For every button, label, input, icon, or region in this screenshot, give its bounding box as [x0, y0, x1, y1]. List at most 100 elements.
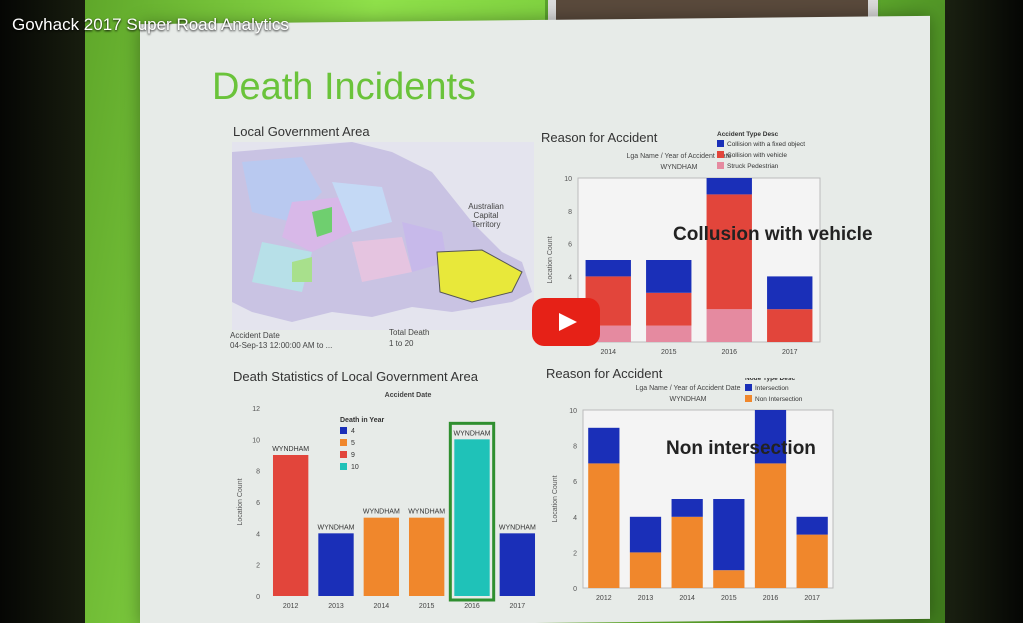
y-tick-label: 4	[256, 531, 260, 538]
legend-swatch	[340, 463, 347, 470]
x-tick-label: 2015	[721, 595, 737, 602]
x-tick-label: 2014	[679, 595, 695, 602]
bar-label: WYNDHAM	[499, 524, 536, 531]
right-dark-edge	[938, 0, 1023, 623]
bar-segment	[796, 516, 828, 535]
legend-label: 5	[351, 440, 355, 447]
x-tick-label: 2013	[638, 595, 654, 602]
collusion-overlay-label: Collusion with vehicle	[673, 224, 873, 245]
y-axis-label: Location Count	[552, 475, 559, 522]
bar-segment	[646, 325, 692, 342]
group-label: WYNDHAM	[661, 164, 698, 171]
y-tick-label: 6	[568, 242, 572, 249]
x-tick-label: 2013	[328, 603, 344, 610]
x-tick-label: 2012	[596, 595, 612, 602]
bar-label: WYNDHAM	[363, 509, 400, 516]
bar-segment	[796, 534, 828, 588]
accident-date-value: 04-Sep-13 12:00:00 AM to ...	[230, 341, 333, 350]
bar	[318, 533, 354, 596]
y-tick-label: 10	[564, 176, 572, 183]
bar	[363, 517, 400, 596]
chart3-title: Reason for Accident	[546, 366, 663, 381]
x-tick-label: 2017	[804, 595, 820, 602]
chart-subtitle: Accident Date	[385, 392, 432, 399]
chart1-title: Reason for Accident	[541, 130, 658, 145]
bar-segment	[706, 178, 752, 195]
legend-swatch	[717, 151, 724, 158]
chart-subtitle: Lga Name / Year of Accident Date	[626, 153, 731, 160]
y-tick-label: 4	[568, 274, 572, 281]
bar-segment	[713, 570, 745, 588]
play-button[interactable]	[532, 298, 600, 346]
x-tick-label: 2015	[661, 349, 677, 356]
bar-segment	[588, 463, 620, 588]
y-tick-label: 2	[573, 550, 577, 557]
x-tick-label: 2015	[419, 603, 435, 610]
bar-segment	[713, 499, 745, 571]
x-tick-label: 2016	[721, 349, 737, 356]
x-tick-label: 2016	[763, 595, 779, 602]
bar-segment	[585, 260, 631, 277]
bar-segment	[671, 499, 703, 517]
y-tick-label: 2	[256, 563, 260, 570]
x-tick-label: 2012	[283, 603, 299, 610]
y-tick-label: 8	[573, 444, 577, 451]
y-tick-label: 6	[573, 479, 577, 486]
group-label: WYNDHAM	[670, 396, 707, 403]
bar-segment	[588, 427, 620, 464]
video-title[interactable]: Govhack 2017 Super Road Analytics	[12, 15, 289, 34]
total-death-label: Total Death	[389, 328, 430, 337]
lga-map	[232, 142, 534, 330]
legend-swatch	[745, 384, 752, 391]
legend-swatch	[717, 140, 724, 147]
legend-label: Intersection	[755, 385, 789, 392]
reason-for-accident-chart-2: 0 2 4 6 8 10 Location Count Lga Name / Year of …	[552, 378, 834, 602]
death-statistics-chart: Accident Date 0 2 4 6 8 10 12 Location Count WYND…	[237, 392, 536, 610]
legend-title: Node Type Desc	[745, 378, 795, 382]
bar-label: WYNDHAM	[318, 524, 355, 531]
y-tick-label: 0	[256, 594, 260, 601]
legend-swatch	[340, 451, 347, 458]
y-tick-label: 10	[569, 408, 577, 415]
map-panel-label: Local Government Area	[233, 124, 370, 139]
plot-area	[582, 409, 834, 589]
bar	[454, 439, 490, 596]
bar-segment	[767, 309, 813, 342]
bar	[408, 517, 445, 596]
legend-label: Struck Pedestrian	[727, 163, 779, 170]
bar-label: WYNDHAM	[454, 430, 491, 437]
bar-segment	[671, 516, 703, 588]
bar-segment	[706, 309, 752, 342]
y-tick-label: 8	[256, 469, 260, 476]
y-tick-label: 12	[252, 406, 260, 413]
map-act-label: Australian Capital Territory	[468, 202, 504, 229]
legend-swatch	[717, 162, 724, 169]
bar	[272, 455, 309, 596]
legend-label: Collision with a fixed object	[727, 141, 805, 148]
accident-date-label: Accident Date	[230, 331, 280, 340]
play-icon	[559, 313, 577, 331]
legend-swatch	[340, 427, 347, 434]
bar-segment	[754, 463, 787, 588]
legend-title: Accident Type Desc	[717, 131, 779, 138]
x-tick-label: 2014	[374, 603, 390, 610]
chart2-title: Death Statistics of Local Government Are…	[233, 369, 478, 384]
bar-segment	[767, 276, 813, 310]
bar-segment	[646, 292, 692, 326]
bar-label: WYNDHAM	[272, 446, 309, 453]
legend-label: Non Intersection	[755, 396, 803, 403]
legend-swatch	[340, 439, 347, 446]
legend-label: 4	[351, 428, 355, 435]
bar-segment	[754, 410, 787, 464]
highlight-box	[448, 421, 496, 602]
bar-label: WYNDHAM	[408, 509, 445, 516]
legend-swatch	[745, 395, 752, 402]
legend-label: 10	[351, 464, 359, 471]
bar-segment	[629, 552, 662, 588]
y-axis-label: Location Count	[547, 236, 554, 283]
x-tick-label: 2014	[600, 349, 616, 356]
bar-segment	[706, 194, 752, 310]
legend-title: Death in Year	[340, 417, 385, 424]
y-tick-label: 0	[573, 586, 577, 593]
